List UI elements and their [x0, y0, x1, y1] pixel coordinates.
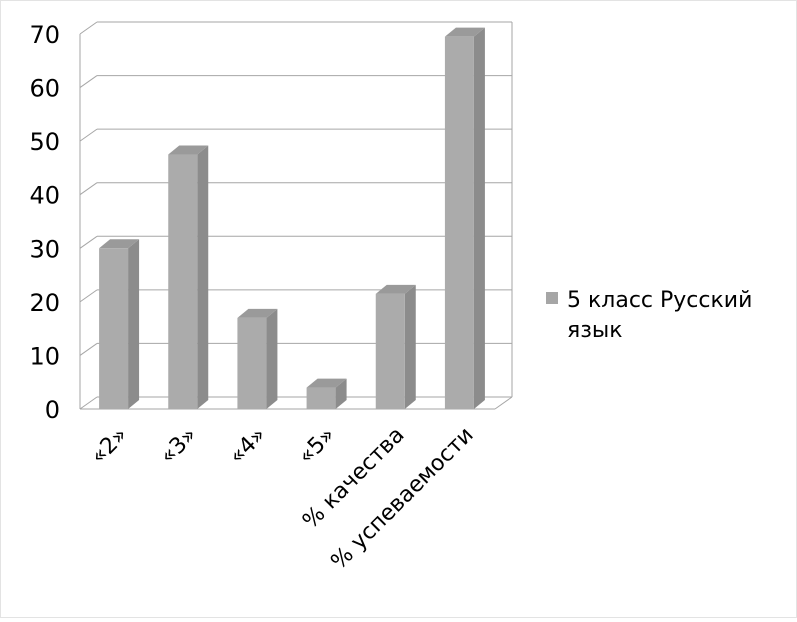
bar-front: [306, 387, 336, 409]
gridline-diagonal: [79, 75, 98, 88]
bar: [375, 284, 416, 409]
bar-side: [473, 27, 485, 410]
bar-front: [444, 36, 474, 410]
bar-front: [237, 317, 267, 409]
bar-side: [128, 239, 140, 409]
gridline-diagonal: [79, 289, 98, 303]
bar: [99, 239, 140, 409]
bar-top: [99, 239, 140, 249]
gridlines: [79, 21, 513, 410]
bar-top: [306, 378, 347, 388]
bar-top: [237, 308, 278, 318]
gridline-diagonal: [79, 128, 98, 142]
bar: [168, 145, 209, 410]
y-tick-label: 20: [29, 289, 60, 317]
y-axis-tick-labels: 0 10 20 30 40 50 60 70: [29, 21, 60, 424]
gridline-diagonal: [79, 182, 98, 196]
y-tick-label: 0: [45, 396, 60, 424]
bar: [306, 378, 347, 409]
y-tick-label: 10: [29, 342, 60, 370]
y-tick-label: 30: [29, 235, 60, 263]
x-tick-label: «4»: [225, 423, 272, 470]
floor-right-edge: [494, 396, 513, 410]
gridline-diagonal: [79, 343, 98, 356]
y-tick-label: 50: [29, 128, 60, 156]
bar-front: [168, 154, 198, 409]
gridline-diagonal: [79, 21, 98, 35]
gridline-diagonal: [79, 235, 98, 249]
x-tick-label: «5»: [294, 423, 341, 470]
bar-side: [266, 308, 278, 409]
y-tick-label: 40: [29, 182, 60, 210]
bar-top: [375, 284, 416, 294]
legend-swatch: [546, 292, 558, 304]
legend-label: 5 класс Русский язык: [567, 288, 753, 343]
bar-front: [375, 293, 405, 409]
x-axis-tick-labels: «2» «3» «4» «5»% качества% успеваемости: [86, 423, 478, 575]
bar-side: [335, 378, 347, 409]
bar-side: [197, 145, 209, 410]
bar-top: [444, 27, 485, 37]
bar: [237, 308, 278, 409]
y-tick-label: 70: [29, 21, 60, 49]
x-tick-label: «2»: [86, 423, 133, 470]
bar-side: [404, 284, 416, 409]
bar: [444, 27, 485, 410]
bar-top: [168, 145, 209, 155]
bars: [99, 27, 485, 410]
y-tick-label: 60: [29, 75, 60, 103]
bar-front: [99, 248, 129, 409]
gridline-diagonal: [79, 396, 98, 410]
x-tick-label: «3»: [155, 423, 202, 470]
